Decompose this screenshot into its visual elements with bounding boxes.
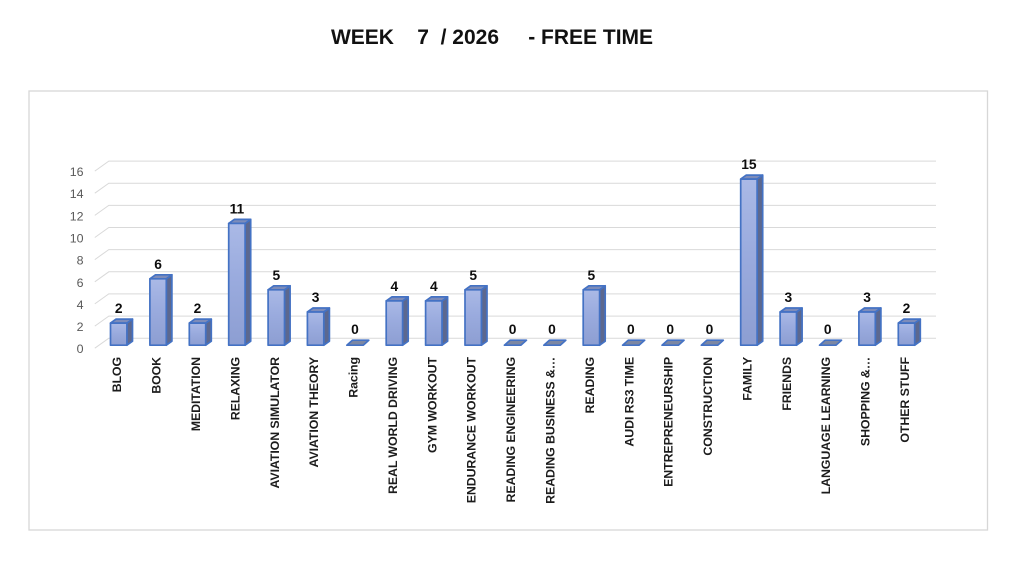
- svg-text:0: 0: [548, 322, 556, 337]
- svg-text:3: 3: [312, 290, 320, 305]
- svg-text:AUDI RS3 TIME: AUDI RS3 TIME: [622, 357, 636, 447]
- svg-text:AVIATION THEORY: AVIATION THEORY: [307, 356, 321, 467]
- svg-text:16: 16: [70, 165, 84, 179]
- svg-text:BOOK: BOOK: [150, 357, 164, 394]
- svg-text:10: 10: [70, 232, 84, 246]
- svg-text:4: 4: [391, 279, 399, 294]
- svg-text:2: 2: [194, 301, 202, 316]
- svg-text:14: 14: [70, 187, 84, 201]
- svg-text:AVIATION SIMULATOR: AVIATION SIMULATOR: [268, 357, 282, 489]
- svg-text:READING: READING: [583, 357, 597, 413]
- svg-text:0: 0: [666, 322, 674, 337]
- svg-text:2: 2: [115, 301, 123, 316]
- svg-text:5: 5: [469, 268, 477, 283]
- svg-text:FAMILY: FAMILY: [740, 356, 754, 401]
- svg-text:LANGUAGE LEARNING: LANGUAGE LEARNING: [819, 357, 833, 494]
- svg-text:CONSTRUCTION: CONSTRUCTION: [701, 357, 715, 456]
- svg-text:3: 3: [863, 290, 871, 305]
- svg-text:BLOG: BLOG: [110, 357, 124, 392]
- svg-text:Racing: Racing: [347, 357, 361, 398]
- svg-text:0: 0: [509, 322, 517, 337]
- svg-text:0: 0: [706, 322, 714, 337]
- svg-text:5: 5: [272, 268, 280, 283]
- svg-text:12: 12: [70, 209, 84, 223]
- svg-text:6: 6: [77, 276, 84, 290]
- svg-text:GYM WORKOUT: GYM WORKOUT: [425, 356, 439, 452]
- svg-text:3: 3: [784, 290, 792, 305]
- svg-text:5: 5: [588, 268, 596, 283]
- svg-text:READING ENGINEERING: READING ENGINEERING: [504, 357, 518, 502]
- svg-text:0: 0: [77, 342, 84, 356]
- svg-text:ENTREPRENEURSHIP: ENTREPRENEURSHIP: [662, 357, 676, 487]
- svg-text:11: 11: [230, 201, 245, 216]
- svg-text:2: 2: [77, 320, 84, 334]
- svg-text:0: 0: [627, 322, 635, 337]
- svg-text:4: 4: [77, 298, 84, 312]
- svg-text:ENDURANCE WORKOUT: ENDURANCE WORKOUT: [465, 356, 479, 503]
- svg-text:READING BUSINESS &…: READING BUSINESS &…: [544, 357, 558, 504]
- svg-text:WEEK 7 / 2026 - FREE T: WEEK 7 / 2026 - FREE TIME: [331, 26, 653, 49]
- svg-text:OTHER STUFF: OTHER STUFF: [898, 356, 912, 442]
- svg-text:MEDITATION: MEDITATION: [189, 357, 203, 431]
- svg-text:SHOPPING &…: SHOPPING &…: [859, 357, 873, 446]
- svg-text:15: 15: [741, 157, 757, 172]
- svg-text:6: 6: [154, 257, 162, 272]
- svg-text:2: 2: [903, 301, 911, 316]
- svg-text:8: 8: [77, 254, 84, 268]
- svg-text:0: 0: [824, 322, 832, 337]
- svg-text:RELAXING: RELAXING: [228, 357, 242, 420]
- svg-text:FRIENDS: FRIENDS: [780, 357, 794, 411]
- svg-text:4: 4: [430, 279, 438, 294]
- svg-text:0: 0: [351, 322, 359, 337]
- svg-text:REAL WORLD DRIVING: REAL WORLD DRIVING: [386, 357, 400, 494]
